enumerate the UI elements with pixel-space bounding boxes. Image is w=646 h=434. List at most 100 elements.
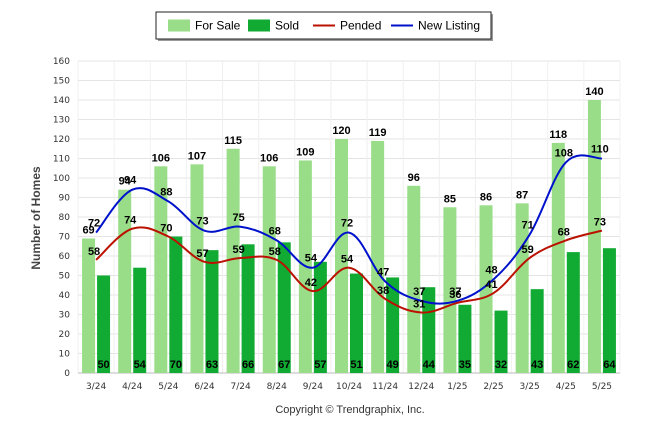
x-axis-ticks: 3/24 4/24 5/24 6/24 7/24 8/24 9/24 10/24 11/24 12… — [86, 382, 612, 392]
y-tick-label: 20 — [59, 330, 71, 340]
label-pended: 57 — [196, 248, 208, 260]
label-pended: 42 — [305, 277, 317, 289]
label-pended: 36 — [449, 289, 461, 301]
label-pended: 38 — [377, 285, 389, 297]
y-tick-label: 120 — [53, 135, 70, 145]
x-tick-label: 4/25 — [556, 382, 576, 392]
y-tick-label: 0 — [64, 369, 70, 379]
label-sold: 70 — [170, 359, 182, 371]
legend-swatch — [168, 19, 190, 32]
label-sold: 64 — [603, 359, 616, 371]
label-new-listing: 72 — [341, 218, 353, 230]
x-tick-label: 3/25 — [520, 382, 540, 392]
legend-label: For Sale — [195, 19, 241, 33]
label-new-listing: 71 — [522, 220, 534, 232]
x-tick-label: 8/24 — [267, 382, 287, 392]
bar-sold — [530, 289, 544, 373]
bar-for-sale — [262, 166, 276, 373]
y-tick-label: 70 — [59, 233, 71, 243]
bar-for-sale — [407, 185, 421, 373]
label-for-sale: 86 — [480, 191, 492, 203]
bar-sold — [241, 244, 255, 373]
label-for-sale: 87 — [516, 189, 528, 201]
label-sold: 35 — [459, 359, 471, 371]
label-pended: 58 — [88, 246, 100, 258]
grid-lines — [77, 60, 621, 374]
label-pended: 31 — [413, 299, 425, 311]
label-sold: 57 — [314, 359, 326, 371]
label-new-listing: 37 — [413, 286, 425, 298]
y-tick-label: 50 — [59, 272, 71, 282]
label-new-listing: 94 — [124, 175, 137, 187]
bar-for-sale — [443, 207, 457, 373]
y-tick-label: 90 — [59, 194, 71, 204]
label-for-sale: 120 — [332, 125, 350, 137]
x-tick-label: 3/24 — [86, 382, 106, 392]
y-tick-label: 110 — [53, 155, 70, 165]
label-pended: 59 — [522, 244, 534, 256]
x-tick-label: 5/25 — [592, 382, 612, 392]
bar-sold — [494, 310, 508, 373]
label-new-listing: 88 — [160, 186, 172, 198]
label-new-listing: 75 — [232, 212, 244, 224]
y-axis-ticks: 0 10 20 30 40 50 60 70 80 90 100 110 120 130 140 150 160 — [53, 57, 70, 379]
label-pended: 54 — [341, 254, 354, 266]
bar-sold — [350, 273, 363, 373]
label-pended: 70 — [160, 223, 172, 235]
label-sold: 51 — [350, 359, 362, 371]
legend-label: Pended — [340, 19, 381, 33]
bar-sold — [422, 287, 436, 373]
label-pended: 59 — [232, 244, 244, 256]
bar-sold — [277, 242, 291, 373]
label-new-listing: 72 — [88, 218, 100, 230]
label-for-sale: 115 — [224, 135, 242, 147]
label-new-listing: 68 — [269, 225, 281, 237]
x-tick-label: 4/24 — [122, 382, 142, 392]
label-pended: 41 — [485, 279, 497, 291]
label-sold: 50 — [97, 359, 109, 371]
label-pended: 68 — [558, 226, 570, 238]
copyright-text: Copyright © Trendgraphix, Inc. — [275, 404, 424, 416]
label-new-listing: 48 — [485, 264, 497, 276]
bar-for-sale — [226, 148, 240, 373]
x-tick-label: 5/24 — [158, 382, 178, 392]
line-new-listing — [95, 154, 603, 305]
label-sold: 49 — [387, 359, 399, 371]
x-tick-label: 10/24 — [336, 382, 362, 392]
y-tick-label: 150 — [53, 77, 70, 87]
label-new-listing: 47 — [377, 266, 389, 278]
bar-sold — [97, 275, 111, 373]
legend-label: New Listing — [418, 19, 480, 33]
y-tick-label: 60 — [59, 252, 71, 262]
label-pended: 74 — [124, 215, 137, 227]
label-sold: 67 — [278, 359, 290, 371]
y-tick-label: 10 — [59, 350, 71, 360]
bar-sold — [566, 252, 580, 373]
bar-sold — [133, 267, 147, 373]
label-for-sale: 109 — [296, 146, 314, 158]
label-sold: 54 — [134, 359, 147, 371]
series-lines — [95, 154, 603, 314]
label-for-sale: 140 — [585, 86, 603, 98]
bar-for-sale — [479, 205, 493, 373]
label-sold: 63 — [206, 359, 218, 371]
y-tick-label: 100 — [53, 174, 70, 184]
label-for-sale: 119 — [369, 127, 387, 139]
y-tick-label: 130 — [53, 116, 70, 126]
y-axis-label: Number of Homes — [29, 166, 43, 270]
label-for-sale: 96 — [408, 172, 420, 184]
x-tick-label: 6/24 — [194, 382, 214, 392]
x-tick-label: 1/25 — [447, 382, 467, 392]
legend-label: Sold — [275, 19, 299, 33]
bar-for-sale — [82, 238, 96, 373]
data-labels: 69 50 72 58 94 54 94 74 106 70 88 70 107 63 73 57 115 66 7… — [82, 86, 616, 371]
bar-for-sale — [587, 100, 601, 373]
label-for-sale: 106 — [152, 152, 170, 164]
label-for-sale: 106 — [260, 152, 278, 164]
label-new-listing: 54 — [305, 253, 318, 265]
label-new-listing: 108 — [555, 147, 573, 159]
bar-for-sale — [515, 203, 529, 373]
label-sold: 32 — [495, 359, 507, 371]
label-new-listing: 73 — [196, 216, 208, 228]
x-tick-label: 2/25 — [483, 382, 503, 392]
